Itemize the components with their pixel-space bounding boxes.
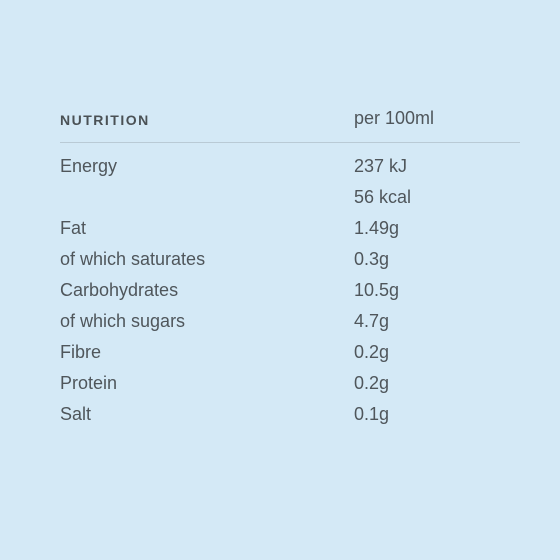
nutrient-name: Salt — [60, 404, 92, 424]
nutrient-value: 0.2g — [354, 373, 390, 393]
per-100ml-heading: per 100ml — [354, 108, 435, 128]
nutrient-name: of which saturates — [60, 249, 206, 269]
table-row: Fibre 0.2g — [60, 340, 520, 371]
nutrient-value: 4.7g — [354, 311, 390, 331]
nutrient-value: 0.2g — [354, 342, 390, 362]
table-row: Protein 0.2g — [60, 371, 520, 402]
nutrient-value: 1.49g — [354, 218, 400, 238]
table-row: Carbohydrates 10.5g — [60, 278, 520, 309]
table-row: Salt 0.1g — [60, 402, 520, 433]
table-row: Energy 237 kJ — [60, 154, 520, 185]
nutrition-table: NUTRITION per 100ml Energy 237 kJ 56 kca… — [60, 106, 520, 424]
table-row: 56 kcal — [60, 185, 520, 216]
nutrient-value: 10.5g — [354, 280, 400, 300]
table-row: of which saturates 0.3g — [60, 247, 520, 278]
nutrient-value: 56 kcal — [354, 187, 412, 207]
nutrient-name: of which sugars — [60, 311, 186, 331]
nutrient-value: 0.3g — [354, 249, 390, 269]
table-header: NUTRITION per 100ml — [60, 106, 520, 143]
table-row: of which sugars 4.7g — [60, 309, 520, 340]
nutrient-value: 237 kJ — [354, 156, 408, 176]
nutrient-name: Carbohydrates — [60, 280, 179, 300]
nutrient-name: Fat — [60, 218, 87, 238]
table-row: Fat 1.49g — [60, 216, 520, 247]
nutrition-rows: Energy 237 kJ 56 kcal Fat 1.49g of which… — [60, 154, 520, 433]
nutrient-value: 0.1g — [354, 404, 390, 424]
nutrient-name: Energy — [60, 156, 118, 176]
nutrient-name: Protein — [60, 373, 118, 393]
nutrition-heading: NUTRITION — [60, 112, 150, 128]
nutrient-name: Fibre — [60, 342, 102, 362]
